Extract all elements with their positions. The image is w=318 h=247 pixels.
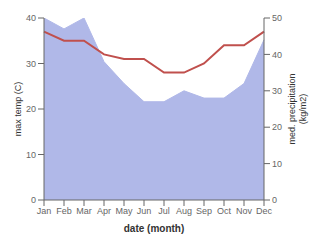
- svg-text:Jun: Jun: [137, 206, 152, 216]
- svg-text:Feb: Feb: [56, 206, 72, 216]
- svg-text:Mar: Mar: [76, 206, 92, 216]
- svg-text:0: 0: [31, 195, 36, 205]
- svg-text:20: 20: [26, 104, 36, 114]
- svg-text:max temp (C): max temp (C): [13, 82, 23, 137]
- svg-text:Apr: Apr: [97, 206, 111, 216]
- svg-text:date (month): date (month): [124, 223, 185, 234]
- svg-text:50: 50: [272, 13, 282, 23]
- svg-text:Dec: Dec: [256, 206, 273, 216]
- svg-text:Nov: Nov: [236, 206, 253, 216]
- svg-text:Sep: Sep: [196, 206, 212, 216]
- svg-text:40: 40: [272, 50, 282, 60]
- svg-text:0: 0: [272, 195, 277, 205]
- svg-text:May: May: [115, 206, 133, 216]
- svg-text:10: 10: [272, 159, 282, 169]
- svg-text:med. precipitation(kg/m2): med. precipitation(kg/m2): [287, 73, 308, 144]
- svg-text:30: 30: [26, 59, 36, 69]
- svg-text:Aug: Aug: [176, 206, 192, 216]
- svg-text:20: 20: [272, 122, 282, 132]
- svg-text:Oct: Oct: [217, 206, 232, 216]
- svg-text:40: 40: [26, 13, 36, 23]
- svg-text:Jul: Jul: [158, 206, 170, 216]
- svg-text:Jan: Jan: [37, 206, 52, 216]
- svg-text:10: 10: [26, 150, 36, 160]
- svg-text:30: 30: [272, 86, 282, 96]
